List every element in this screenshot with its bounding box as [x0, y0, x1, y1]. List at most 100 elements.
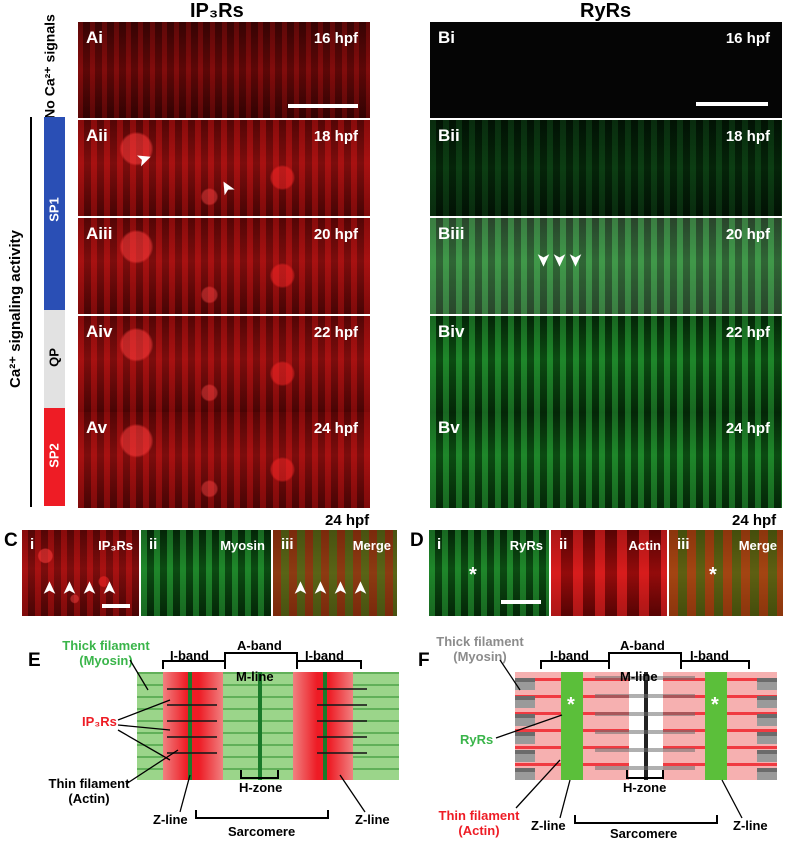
panel-time: 24 hpf	[725, 420, 770, 437]
sp2-box: SP2	[44, 408, 65, 506]
subpanel-label: Actin	[628, 538, 662, 553]
panel-biv: Biv 22 hpf	[430, 316, 782, 412]
z-line-label-right: Z-line	[733, 818, 768, 833]
sarcomere-bracket	[574, 815, 718, 824]
thin-filament-label: Thin filament (Actin)	[48, 776, 130, 806]
activity-bracket-line	[30, 117, 32, 507]
subpanel-numeral: ii	[149, 536, 158, 553]
panel-label: Aiv	[86, 322, 113, 341]
leader-line	[499, 659, 521, 691]
panel-c-letter: C	[4, 530, 18, 551]
panel-time: 22 hpf	[313, 324, 358, 341]
myosin-heads-left	[515, 672, 535, 780]
h-zone-label: H-zone	[623, 780, 667, 795]
panel-label: Aiii	[86, 224, 113, 243]
subpanel-label: Merge	[352, 538, 391, 553]
asterisk-marker: *	[709, 564, 717, 586]
panel-aiv: Aiv 22 hpf	[78, 316, 370, 412]
panel-bv: Bv 24 hpf	[430, 412, 782, 508]
i-band-label: I-band	[305, 648, 344, 663]
qp-box: QP	[44, 310, 65, 408]
h-zone-bracket	[626, 770, 664, 779]
asterisk-marker: *	[469, 564, 477, 586]
ryrs-band-left	[561, 672, 583, 780]
thin-filament-label: Thin filament (Actin)	[438, 808, 520, 838]
sarcomere-label: Sarcomere	[228, 824, 296, 839]
asterisk-marker: *	[711, 694, 719, 716]
myosin-heads-right	[757, 672, 777, 780]
thick-filament-label: Thick filament (Myosin)	[62, 638, 150, 668]
z-line-label-left: Z-line	[531, 818, 566, 833]
sarcomere-label: Sarcomere	[610, 826, 678, 841]
subpanel-numeral: iii	[677, 536, 690, 553]
ip3rs-header: IP₃Rs	[190, 0, 244, 22]
m-line-label: M-line	[236, 669, 274, 684]
thick-filament-label: Thick filament (Myosin)	[436, 634, 524, 664]
panel-c-time: 24 hpf	[325, 512, 370, 529]
panel-d-letter: D	[410, 530, 424, 551]
a-band-bracket	[608, 652, 682, 661]
sarcomere-bracket	[195, 810, 329, 819]
a-band-label: A-band	[620, 638, 665, 653]
i-band-bracket-right	[680, 660, 750, 669]
a-band-bracket	[224, 652, 298, 661]
subpanel-label: IP₃Rs	[98, 538, 133, 553]
leader-line	[559, 779, 571, 819]
diagram-e-letter: E	[28, 650, 41, 671]
panel-label: Biv	[438, 322, 465, 341]
panel-label: Bv	[438, 418, 460, 437]
leader-line	[117, 729, 171, 761]
subpanel-numeral: ii	[559, 536, 568, 553]
panel-time: 20 hpf	[725, 226, 770, 243]
m-line	[258, 672, 262, 780]
scale-bar	[696, 102, 768, 106]
sp1-box: SP1	[44, 117, 65, 310]
panel-label: Ai	[86, 28, 103, 47]
ryrs-header: RyRs	[580, 0, 632, 22]
panel-label: Aii	[86, 126, 108, 145]
panel-c-i: i IP₃Rs ➤ ➤ ➤ ➤	[22, 530, 139, 616]
leader-line	[515, 759, 561, 809]
panel-label: Av	[86, 418, 108, 437]
panel-label: Biii	[438, 224, 465, 243]
diagram-f-letter: F	[418, 650, 430, 671]
leader-line	[117, 699, 171, 721]
panel-time: 18 hpf	[725, 128, 770, 145]
leader-line	[179, 774, 191, 813]
leader-line	[117, 724, 171, 731]
panel-label: Bii	[438, 126, 460, 145]
subpanel-numeral: i	[30, 536, 35, 553]
leader-line	[129, 659, 149, 691]
panel-time: 16 hpf	[725, 30, 770, 47]
z-line-label-right: Z-line	[355, 812, 390, 827]
i-band-bracket-right	[296, 660, 362, 669]
subpanel-numeral: i	[437, 536, 442, 553]
panel-time: 16 hpf	[313, 30, 358, 47]
leader-line	[721, 779, 743, 819]
myosin-center	[595, 672, 695, 780]
leader-line	[125, 749, 179, 785]
i-band-label: I-band	[550, 648, 589, 663]
panel-time: 24 hpf	[313, 420, 358, 437]
i-band-label: I-band	[690, 648, 729, 663]
sarcomere-diagram-e	[137, 672, 399, 780]
subpanel-label: Myosin	[220, 538, 265, 553]
panel-time: 22 hpf	[725, 324, 770, 341]
scale-bar	[102, 604, 130, 608]
panel-aii: Aii 18 hpf ➤ ➤	[78, 120, 370, 216]
panel-d-time: 24 hpf	[732, 512, 777, 529]
panel-label: Bi	[438, 28, 455, 47]
sarcomere-diagram-f: * *	[515, 672, 777, 780]
panel-ai: Ai 16 hpf	[78, 22, 370, 118]
i-band-bracket-left	[540, 660, 610, 669]
z-line-label-left: Z-line	[153, 812, 188, 827]
panel-d-ii: ii Actin	[551, 530, 667, 616]
h-zone-bracket	[240, 770, 279, 779]
a-band-label: A-band	[237, 638, 282, 653]
i-band-label: I-band	[170, 648, 209, 663]
subpanel-label: RyRs	[509, 538, 543, 553]
subpanel-numeral: iii	[281, 536, 294, 553]
leader-line	[339, 774, 366, 813]
panel-bii: Bii 18 hpf	[430, 120, 782, 216]
panel-av: Av 24 hpf	[78, 412, 370, 508]
